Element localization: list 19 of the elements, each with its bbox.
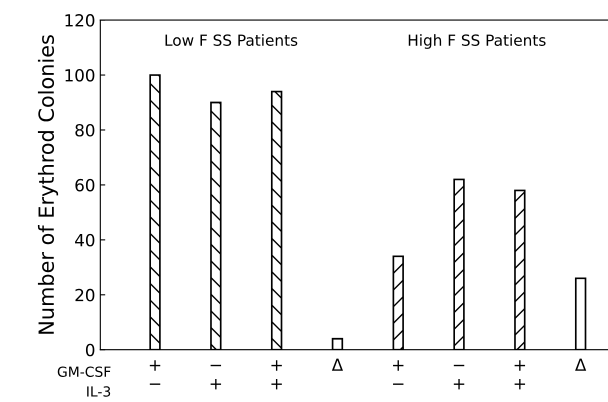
x-tick-label: − +	[454, 364, 464, 390]
y-axis-title: Number of Erythrod Colonies	[38, 35, 58, 334]
x-tick-label: + −	[393, 360, 404, 385]
x-tick-label: + +	[514, 360, 526, 390]
x-tick-label: − +	[210, 364, 222, 390]
y-tick-label: 80	[75, 124, 94, 137]
x-tick-label: + +	[271, 360, 282, 390]
annotation: Low F SS Patients	[166, 34, 298, 46]
y-tick-label: 20	[75, 288, 94, 302]
y-tick-label: 0	[86, 344, 94, 356]
x-tick-label: Δ	[575, 358, 586, 371]
y-tick-label: 120	[65, 14, 94, 27]
y-tick-label: 60	[75, 178, 94, 192]
text: GM-CSF IL-3	[58, 366, 110, 397]
y-tick-label: 100	[65, 69, 94, 82]
y-tick-label: 40	[75, 234, 94, 246]
x-tick-label: + −	[150, 360, 160, 385]
x-tick-label: Δ	[332, 358, 344, 371]
annotation: High F SS Patients	[408, 34, 546, 49]
